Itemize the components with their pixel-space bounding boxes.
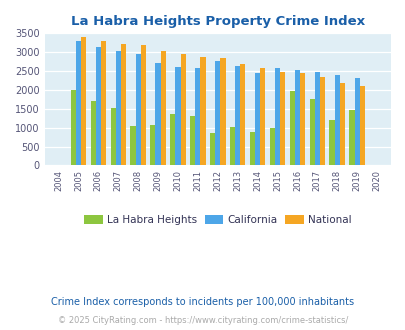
Text: Crime Index corresponds to incidents per 100,000 inhabitants: Crime Index corresponds to incidents per… [51, 297, 354, 307]
Bar [240, 64, 245, 166]
Text: © 2025 CityRating.com - https://www.cityrating.com/crime-statistics/: © 2025 CityRating.com - https://www.city… [58, 316, 347, 325]
Bar [115, 51, 121, 166]
Bar [289, 91, 294, 166]
Bar [130, 126, 135, 166]
Bar [299, 73, 305, 166]
Bar [349, 110, 354, 166]
Bar [334, 75, 339, 166]
Bar [195, 68, 200, 166]
Bar [150, 125, 155, 166]
Bar [339, 83, 344, 166]
Bar [121, 44, 126, 166]
Bar [101, 41, 106, 166]
Bar [141, 45, 145, 166]
Bar [170, 114, 175, 166]
Bar [234, 66, 240, 166]
Bar [254, 73, 260, 166]
Bar [155, 63, 160, 166]
Bar [249, 132, 254, 166]
Title: La Habra Heights Property Crime Index: La Habra Heights Property Crime Index [70, 15, 364, 28]
Bar [209, 133, 215, 166]
Bar [96, 47, 101, 166]
Bar [215, 61, 220, 166]
Bar [294, 70, 299, 166]
Bar [354, 78, 359, 166]
Bar [76, 41, 81, 166]
Bar [260, 68, 265, 166]
Bar [81, 37, 86, 166]
Bar [229, 127, 234, 166]
Bar [160, 51, 165, 166]
Bar [190, 115, 195, 166]
Bar [329, 120, 334, 166]
Bar [274, 68, 279, 166]
Bar [110, 108, 115, 166]
Bar [180, 54, 185, 166]
Bar [279, 72, 285, 166]
Bar [314, 72, 319, 166]
Bar [359, 86, 364, 166]
Bar [175, 67, 180, 166]
Bar [220, 58, 225, 166]
Bar [200, 57, 205, 166]
Bar [269, 128, 274, 166]
Legend: La Habra Heights, California, National: La Habra Heights, California, National [80, 210, 355, 229]
Bar [319, 77, 324, 166]
Bar [135, 54, 141, 166]
Bar [309, 99, 314, 166]
Bar [90, 101, 96, 166]
Bar [70, 90, 76, 166]
